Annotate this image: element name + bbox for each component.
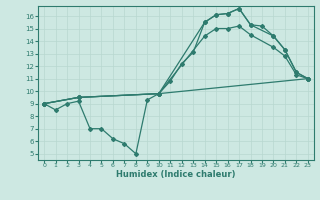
X-axis label: Humidex (Indice chaleur): Humidex (Indice chaleur) xyxy=(116,170,236,179)
